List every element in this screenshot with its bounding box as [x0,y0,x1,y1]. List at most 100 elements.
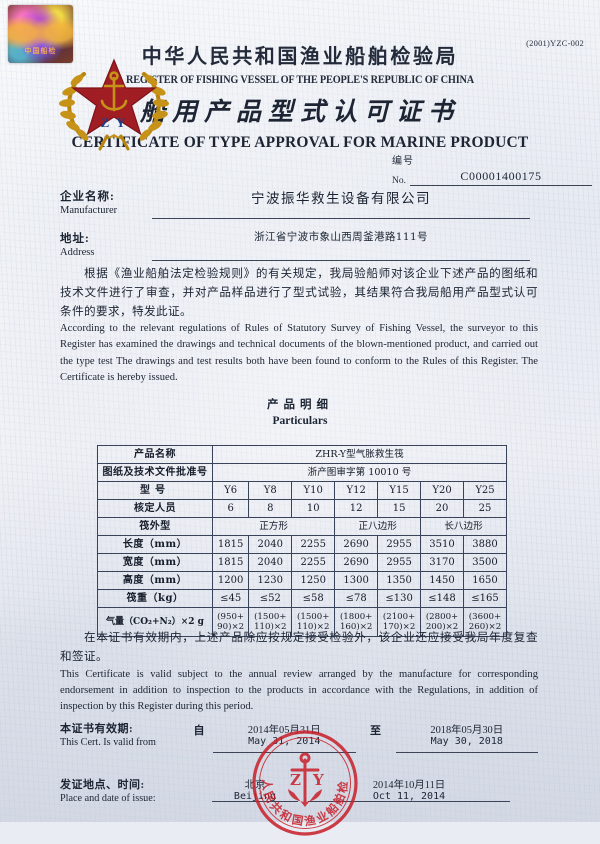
body-paragraph: 根据《渔业船舶法定检验规则》的有关规定，我局验船师对该企业下述产品的图纸和技术文… [60,264,538,386]
issue-date-line [308,779,510,802]
table-cell: 25 [463,499,507,518]
validity-to-word-cn: 至 [370,725,381,737]
table-cell: 1250 [291,571,336,590]
table-row-label: 高度（mm） [97,571,213,590]
table-cell: Y12 [334,481,379,500]
table-row: 产品名称 ZHR-Y型气胀救生筏 [97,445,507,464]
form-code: (2001)YZC-002 [526,38,584,48]
hologram-wreath-icon [8,5,73,63]
particulars-table: 产品名称 ZHR-Y型气胀救生筏 图纸及技术文件批准号 浙产图审字第 10010 号型… [97,445,507,637]
annual-review-note-en: This Certificate is valid subject to the… [60,668,538,712]
issue-values: 北京 Beijing 2014年10月11日 Oct 11, 2014 [212,778,538,808]
table-cell: 2690 [334,553,379,572]
table-cell: 3510 [420,535,464,554]
table-cell: ≤58 [291,589,336,608]
manufacturer-label-cn: 企业名称: [60,191,115,203]
table-row: 筏外型 正方形 正八边形 长八边形 [97,517,507,536]
manufacturer-field: 企业名称: Manufacturer 宁波振华救生设备有限公司 [60,190,530,219]
table-cell: (950+ 90)×2 [211,607,250,637]
certificate-number-label-cn: 编号 [392,156,414,167]
particulars-heading: 产品明细 Particulars [0,396,600,427]
issue-date-cn: 2014年10月11日 [372,780,446,791]
table-cell: (1500+ 110)×2 [248,607,293,637]
table-row-label: 气量（CO₂+N₂）×2 g [97,607,213,637]
table-cell: 8 [248,499,293,518]
table-row: 宽度（mm） 1815 2040 2255 2690 2955 3170 3500 [97,553,507,572]
table-cell: ≤52 [248,589,293,608]
table-cell: Y10 [291,481,336,500]
certificate-title-cn: 船用产品型式认可证书 [139,97,460,126]
table-cell: (1500+ 110)×2 [291,607,336,637]
table-cell: Y6 [211,481,250,500]
certificate-number-value: C00001400175 [410,169,592,186]
validity-from-word-cn: 自 [193,725,205,737]
body-text-cn: 根据《渔业船舶法定检验规则》的有关规定，我局验船师对该企业下述产品的图纸和技术文… [60,266,538,318]
table-cell: ≤130 [377,589,422,608]
table-cell: 10 [291,499,336,518]
table-cell: (3600+ 260)×2 [463,607,507,637]
table-cell: 2040 [248,535,293,554]
table-row: 型号 Y6 Y8 Y10 Y12 Y15 Y20 Y25 [97,481,507,500]
certificate-title-en: CERTIFICATE OF TYPE APPROVAL FOR MARINE … [71,134,529,151]
table-cell: Y15 [377,481,422,500]
authority-name-en: REGISTER OF FISHING VESSEL OF THE PEOPLE… [125,74,475,86]
hologram-sticker: 中国船检 [8,5,73,63]
table-cell: Y25 [463,481,507,500]
authority-emblem: Z Y [50,48,178,152]
table-cell: ≤148 [420,589,464,608]
manufacturer-label-en: Manufacturer [60,205,118,217]
table-cell: (2100+ 170)×2 [377,607,422,637]
table-row-label: 型号 [97,481,213,500]
address-label-cn: 地址: [60,233,90,245]
validity-label-en: This Cert. Is valid from [60,737,156,749]
table-row-label: 图纸及技术文件批准号 [97,463,213,482]
svg-text:Z Y: Z Y [101,115,128,130]
table-cell: 6 [211,499,250,518]
address-label-en: Address [60,247,95,259]
table-cell-group: 长八边形 [420,517,507,536]
annual-review-note-cn: 在本证书有效期内，上述产品除应按规定接受检验外，该企业还应接受我局年度复查和签证… [60,630,538,663]
table-row-label: 核定人员 [97,499,213,518]
table-cell: 3880 [463,535,507,554]
table-row: 长度（mm） 1815 2040 2255 2690 2955 3510 3880 [97,535,507,554]
certificate-number-block: 编号 No. C00001400175 [392,152,592,186]
table-cell: ≤45 [211,589,250,608]
particulars-title-en: Particulars [272,415,328,427]
table-row: 图纸及技术文件批准号 浙产图审字第 10010 号 [97,463,507,482]
issue-place-en: Beijing [233,791,277,802]
hologram-label: 中国船检 [24,47,57,55]
issue-label-cn: 发证地点、时间: [60,779,145,791]
address-field: 地址: Address 浙江省宁波市象山西周釜港路111号 [60,231,530,261]
certificate-number-label-en: No. [392,176,406,186]
party-fields: 企业名称: Manufacturer 宁波振华救生设备有限公司 地址: Addr… [60,190,530,274]
address-value-line: 浙江省宁波市象山西周釜港路111号 [152,231,530,261]
table-cell: 3500 [463,553,507,572]
table-cell: 2040 [248,553,293,572]
table-cell: 2690 [334,535,379,554]
table-cell: 20 [420,499,464,518]
issue-date-en: Oct 11, 2014 [372,791,446,802]
table-cell: (2800+ 200)×2 [420,607,464,637]
body-text-en: According to the relevant regulations of… [60,323,538,383]
table-row-label: 筏外型 [97,517,213,536]
manufacturer-value: 宁波振华救生设备有限公司 [251,191,431,207]
table-cell: 2255 [291,553,336,572]
issue-place-cn: 北京 [244,780,266,791]
table-row: 气量（CO₂+N₂）×2 g (950+ 90)×2 (1500+ 110)×2 (150… [97,607,507,637]
validity-to-line: 2018年05月30日 May 30, 2018 [395,722,538,753]
table-cell-group: 正八边形 [334,517,422,536]
table-cell: 12 [334,499,379,518]
table-cell: ≤78 [334,589,379,608]
table-cell: Y20 [420,481,464,500]
table-row-label: 宽度（mm） [97,553,213,572]
validity-from-cn: 2014年05月31日 [247,725,321,736]
table-cell: 2955 [377,535,422,554]
table-row: 核定人员 6 8 10 12 15 20 25 [97,499,507,518]
table-row-label: 筏重（kg） [97,589,213,608]
table-cell: 2955 [377,553,422,572]
issue-label-en: Place and date of issue: [60,793,156,805]
table-row: 筏重（kg） ≤45 ≤52 ≤58 ≤78 ≤130 ≤148 ≤165 [97,589,507,608]
validity-to-en: May 30, 2018 [430,736,503,747]
table-cell: 1200 [211,571,250,590]
